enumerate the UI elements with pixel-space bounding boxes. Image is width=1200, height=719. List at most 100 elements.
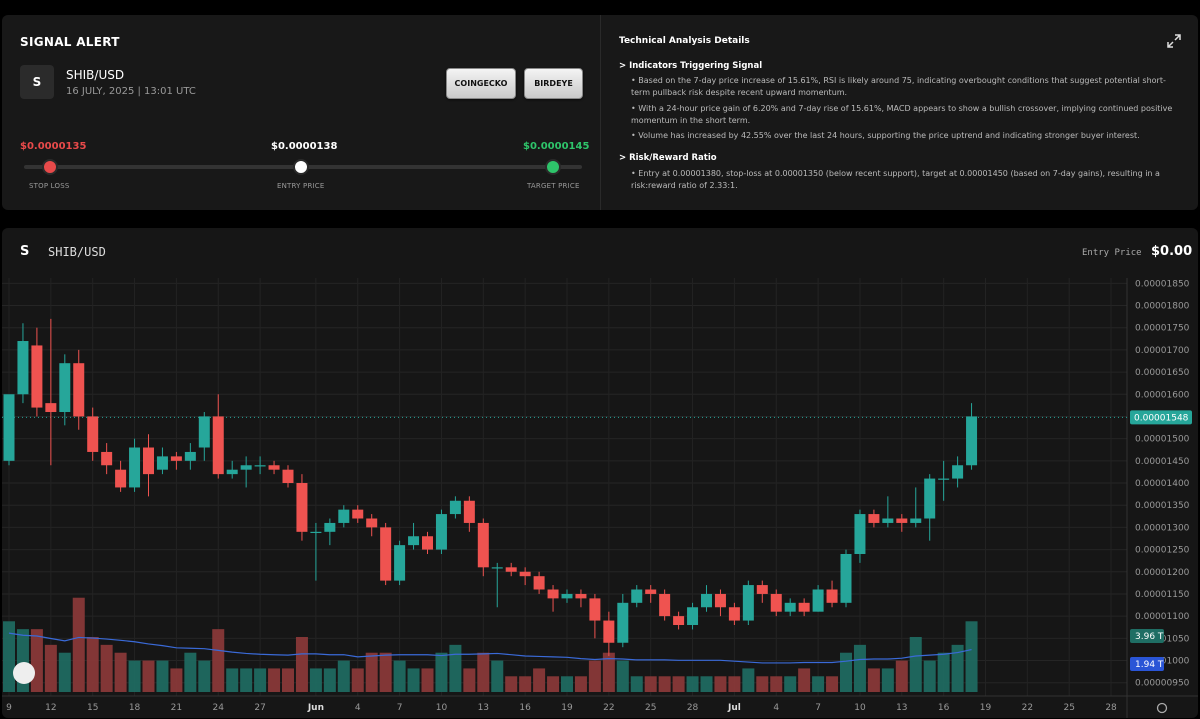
candle-body [617,602,629,643]
candle-body [324,522,336,532]
volume-bar [881,668,894,692]
candle-body [924,478,936,519]
price-tick-label: 0.00001400 [1135,479,1190,489]
volume-bar [393,660,406,692]
price-tick-label: 0.00001300 [1135,523,1190,533]
candle-body [59,363,71,413]
entry-price: $0.0000138 [271,141,338,152]
volume-bar [477,652,490,692]
volume-bar [379,652,392,692]
token-icon: S [20,65,54,99]
signal-date: 16 JULY, 2025 | 13:01 UTC [66,86,196,97]
volume-bar [965,621,978,692]
volume-bar [616,660,629,692]
candle-body [645,589,657,594]
indicators-section-title: > Indicators Triggering Signal [619,61,763,71]
candle-body [296,483,308,532]
volume-bar [588,660,601,692]
price-tick-label: 0.00001750 [1135,324,1190,334]
candle-body [519,571,531,577]
volume-bar [156,660,169,692]
volume-bar [951,644,964,692]
volume-bar [463,668,476,692]
target-marker [545,159,561,175]
volume-bar [853,644,866,692]
candle-body [896,518,908,523]
candle-body [784,602,796,612]
candle-body [826,589,838,603]
candle-body [87,416,99,452]
volume-bar [435,652,448,692]
ma-label: 1.94 T [1135,660,1164,670]
candle-body [561,593,573,599]
price-tick-label: 0.00001100 [1135,612,1190,622]
price-tick-label: 0.00001150 [1135,590,1190,600]
volume-bar [826,676,839,692]
panel-divider [600,15,601,210]
candle-body [143,447,154,475]
time-tick-label: Jun [307,703,324,713]
candle-body [31,345,43,408]
birdeye-button[interactable]: BIRDEYE [524,68,583,99]
volume-bar [268,668,281,692]
coingecko-button[interactable]: COINGECKO [446,68,516,99]
volume-bar [44,644,57,692]
candle-body [966,416,978,466]
candle-body [547,589,559,599]
volume-bar [756,676,769,692]
expand-icon[interactable] [1166,33,1182,49]
volume-bar [909,637,922,692]
time-tick-label: 10 [436,703,448,713]
candle-body [673,616,685,626]
volume-bar [128,660,141,692]
volume-label: 3.96 T [1135,632,1164,642]
chart-pair-title: SHIB/USD [48,245,106,259]
volume-bar [644,676,657,692]
candle-body [408,536,420,546]
candle-body [254,465,266,467]
candle-body [589,598,601,621]
volume-bar [840,652,852,692]
price-tick-label: 0.00001600 [1135,390,1190,400]
volume-bar [714,676,727,692]
candle-body [728,607,740,621]
time-tick-label: 21 [171,703,182,713]
volume-bar [295,637,308,692]
candle-body [868,514,880,523]
price-tick-label: 0.00001250 [1135,546,1190,556]
candlestick-chart[interactable]: 0.00001850 0.00001800 0.00001750 0.00001700… [2,278,1198,718]
candle-body [101,451,113,466]
candle-body [701,593,712,608]
volume-bar [100,644,113,692]
volume-bar [602,652,615,692]
candle-body [45,403,57,413]
candle-body [449,500,461,515]
volume-ma-line [8,632,972,664]
candle-body [17,341,29,395]
candle-body [73,363,85,417]
candle-body [366,518,378,528]
time-tick-label: 13 [478,703,489,713]
volume-bar [700,676,713,692]
target-price: $0.0000145 [523,141,590,152]
volume-bar [561,676,573,692]
indicator-bullet-macd: • With a 24-hour price gain of 6.20% and… [631,104,1173,125]
volume-bar [491,660,504,692]
price-tick-label: 0.00001200 [1135,568,1190,578]
price-tick-label: 0.00001450 [1135,457,1190,467]
volume-bar [365,652,378,692]
candle-body [282,469,294,484]
volume-bar [784,676,797,692]
volume-bar [114,652,127,692]
candle-body [714,593,726,608]
volume-bar [282,668,294,692]
settings-icon[interactable] [1156,702,1168,714]
volume-bar [672,676,685,692]
volume-bar [770,676,783,692]
indicator-bullet-rsi: • Based on the 7-day price increase of 1… [631,76,1166,97]
candle-body [798,602,810,612]
candle-body [659,593,671,617]
candle-body [422,536,433,550]
ma-tag [1130,657,1164,671]
volume-bar [505,676,518,692]
